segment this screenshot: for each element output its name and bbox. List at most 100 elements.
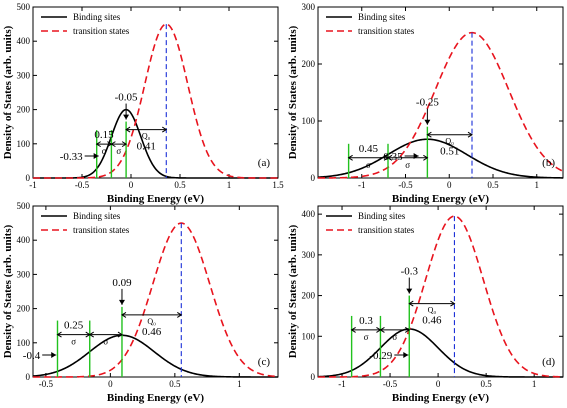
plot-frame [32,205,279,378]
sigma-arrowhead [379,327,385,333]
q0-arrowhead [426,131,432,138]
y-tick-label: 500 [17,201,31,211]
sigma-symbol: σ [366,160,371,170]
q0-value-label: 0.46 [142,326,162,338]
x-tick-label: 0.5 [487,180,499,190]
x-axis-label: Binding Energy (eV) [392,193,490,205]
panel-label: (d) [542,356,555,368]
y-tick-label: 200 [302,59,316,69]
legend-label-binding: Binding sites [73,211,121,221]
y-tick-label: 300 [302,250,316,260]
x-tick-label: 0.5 [169,379,181,389]
y-tick-label: 200 [302,291,316,301]
binding-sites-curve [33,108,278,179]
x-tick-label: 0 [129,180,134,190]
left-arrowhead [413,153,419,159]
sigma-arrowhead [117,331,123,338]
transition-states-curve [33,222,279,378]
q0-arrowhead [450,300,456,307]
y-tick-label: 300 [17,70,31,80]
sigma-symbol: σ [71,337,76,347]
sigma-value-label: 0.45 [359,143,379,155]
sigma-arrowhead [350,327,356,333]
x-tick-label: 0.5 [174,180,186,190]
legend-label-binding: Binding sites [358,211,406,221]
sigma-arrowhead [95,141,101,148]
x-axis-label: Binding Energy (eV) [392,392,490,404]
x-axis-label: Binding Energy (eV) [107,193,205,205]
x-tick-label: -1 [358,180,366,190]
sigma-symbol: σ [116,146,121,156]
panel-label: (a) [258,157,271,169]
q0-symbol: Q₀ [428,306,437,315]
y-tick-label: 300 [17,269,31,279]
sigma-symbol: σ [392,332,397,342]
peak-value-label: -0.3 [401,266,419,278]
q0-symbol: Q₀ [445,137,454,146]
y-tick-label: 400 [17,235,31,245]
x-tick-label: -1 [338,379,346,389]
x-tick-label: -0.5 [398,180,413,190]
legend-label-binding: Binding sites [73,12,121,22]
plot-frame [317,205,564,378]
q0-arrowhead [162,126,168,133]
peak-arrowhead [424,119,431,125]
sigma-value-label: 0.15 [94,129,114,141]
sigma-value-label: 0.25 [64,320,84,332]
sigma-symbol: σ [103,337,108,347]
x-tick-label: 0 [436,379,441,389]
peak-value-label: 0.09 [112,277,132,289]
sigma-symbol: σ [364,332,369,342]
q0-arrowhead [408,300,414,307]
q0-value-label: 0.41 [137,141,156,153]
x-tick-label: 1 [535,180,540,190]
sigma-arrowhead [423,154,429,161]
plot-frame [317,6,564,179]
left-value-label: -0.33 [60,151,83,163]
y-tick-label: 0 [311,372,316,382]
legend-label-binding: Binding sites [358,12,406,22]
q0-symbol: Q₀ [147,317,156,326]
q0-arrowhead [121,311,127,318]
sigma-arrowhead [347,154,353,161]
left-value-label: -0.35 [380,151,403,163]
legend-label-transition: transition states [73,225,130,235]
peak-arrowhead [123,114,130,120]
x-axis-label: Binding Energy (eV) [107,392,205,404]
q0-arrowhead [177,311,183,318]
left-arrowhead [51,352,57,358]
y-tick-label: 0 [311,173,316,183]
q0-value-label: 0.51 [440,146,459,158]
panel-d: -1 -0.5 0 0.5 1 0 100 200 300 400 Binding Energy (… [287,205,564,404]
sigma-arrowhead [56,331,62,338]
y-tick-label: 100 [302,116,316,126]
peak-arrowhead [406,288,413,294]
panel-label: (c) [258,356,271,368]
y-tick-label: 500 [17,2,31,12]
transition-states-curve [318,215,564,378]
x-tick-label: 1 [532,379,537,389]
peak-value-label: -0.05 [115,92,138,104]
y-tick-label: 100 [302,331,316,341]
sigma-value-label: 0.3 [359,315,373,327]
x-tick-label: -1 [29,180,37,190]
y-axis-label: Density of States (arb. units) [2,25,14,159]
y-tick-label: 400 [302,209,316,219]
sigma-arrowhead [387,154,393,161]
y-tick-label: 100 [17,338,31,348]
sigma-symbol: σ [102,146,107,156]
x-tick-label: -0.5 [75,180,90,190]
sigma-arrowhead [110,141,116,148]
x-tick-label: 0 [447,180,452,190]
x-tick-label: -0.5 [383,379,398,389]
y-axis-label: Density of States (arb. units) [287,25,299,159]
legend-label-transition: transition states [358,26,415,36]
y-tick-label: 100 [17,139,31,149]
peak-arrowhead [118,299,125,305]
sigma-arrowhead [405,327,411,333]
y-tick-label: 400 [17,36,31,46]
binding-sites-curve [32,334,278,378]
sigma-arrowhead [88,331,95,338]
